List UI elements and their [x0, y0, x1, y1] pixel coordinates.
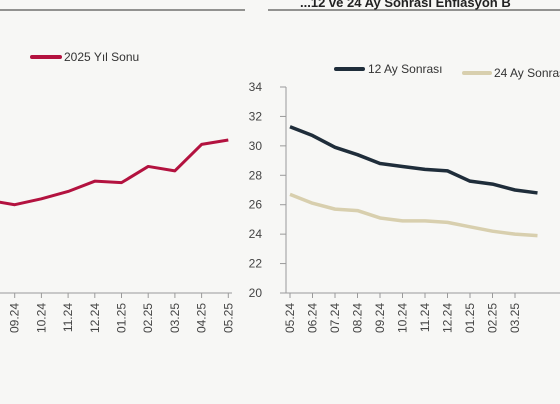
legend-label-2025-yil-sonu: 2025 Yıl Sonu	[64, 50, 139, 64]
right-x-tick-label: 09.24	[373, 303, 387, 333]
left-x-ticks: 09.24 10.24 11.24 12.24 01.25 02.25 03.25 04.25…	[8, 293, 235, 333]
right-x-tick-label: 08.24	[351, 303, 365, 333]
left-x-tick-label: 03.25	[168, 303, 182, 333]
legend-label-12-ay-sonrasi: 12 Ay Sonrası	[368, 62, 443, 76]
right-y-ticks: 20 22 24 26 28 30 32 34	[249, 80, 286, 300]
right-y-tick-label: 34	[249, 80, 263, 94]
right-chart-title: ...12 ve 24 Ay Sonrası Enflasyon B	[300, 0, 511, 10]
left-chart: 2025 Yıl Sonu 09.24 10.24 11.24 12.24 01.25 0…	[0, 50, 235, 333]
series-line-24-ay-sonrasi	[289, 192, 538, 238]
right-y-tick-label: 20	[249, 286, 263, 300]
left-x-tick-label: 01.25	[115, 303, 129, 333]
right-x-tick-label: 03.25	[508, 303, 522, 333]
right-y-tick-label: 26	[249, 198, 263, 212]
series-line-2025-yil-sonu	[0, 138, 229, 207]
series-line-12-ay-sonrasi	[289, 125, 538, 195]
right-x-tick-label: 05.24	[283, 303, 297, 333]
right-y-tick-label: 28	[249, 168, 263, 182]
left-x-tick-label: 11.24	[61, 303, 75, 332]
right-x-ticks: 05.24 06.24 07.24 08.24 09.24 10.24 11.24 12.24…	[283, 293, 522, 333]
right-x-tick-label: 06.24	[306, 303, 320, 333]
right-x-tick-label: 12.24	[441, 303, 455, 333]
left-x-tick-label: 05.25	[221, 303, 235, 333]
right-y-tick-label: 24	[249, 227, 263, 241]
left-x-tick-label: 09.24	[8, 303, 22, 333]
left-x-tick-label: 12.24	[88, 303, 102, 333]
right-x-tick-label: 01.25	[463, 303, 477, 333]
left-x-tick-label: 02.25	[141, 303, 155, 333]
legend-label-24-ay-sonrasi: 24 Ay Sonrası	[494, 66, 560, 80]
right-y-tick-label: 22	[249, 257, 263, 271]
right-x-tick-label: 10.24	[396, 303, 410, 333]
right-x-tick-label: 11.24	[418, 303, 432, 332]
right-chart: 12 Ay Sonrası 24 Ay Sonrası 20 22 24 26 28 30…	[249, 62, 560, 333]
right-y-tick-label: 32	[249, 109, 263, 123]
left-x-tick-label: 10.24	[34, 303, 48, 333]
right-legend: 12 Ay Sonrası 24 Ay Sonrası	[334, 62, 560, 80]
right-x-tick-label: 07.24	[328, 303, 342, 333]
right-y-tick-label: 30	[249, 139, 263, 153]
left-legend: 2025 Yıl Sonu	[30, 50, 139, 64]
right-x-tick-label: 02.25	[486, 303, 500, 333]
left-x-tick-label: 04.25	[195, 303, 209, 333]
